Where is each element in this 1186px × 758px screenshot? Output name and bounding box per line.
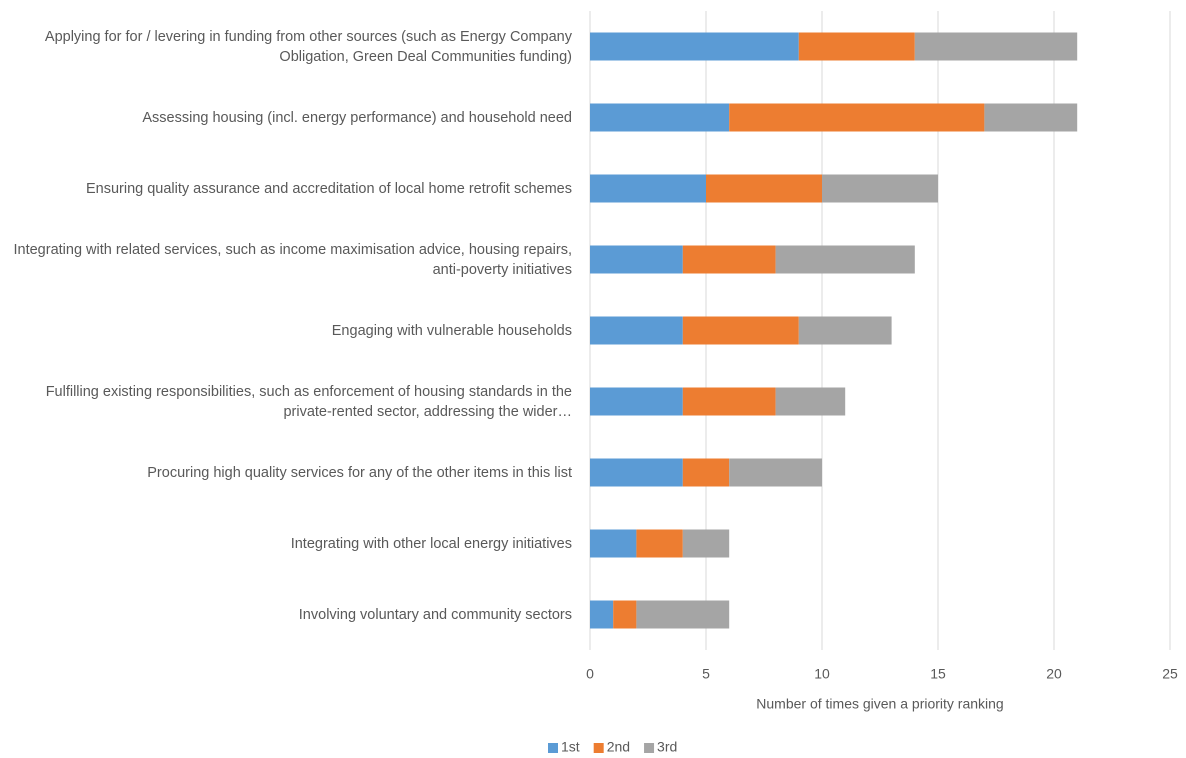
x-axis-title: Number of times given a priority ranking <box>756 696 1003 712</box>
bar-segment <box>729 103 985 132</box>
legend-label: 2nd <box>607 739 630 755</box>
legend-label: 1st <box>561 739 580 755</box>
y-tick-label: Ensuring quality assurance and accredita… <box>85 180 572 197</box>
bar-segment <box>590 529 637 558</box>
bar-segment <box>590 32 799 61</box>
bar-segment <box>636 529 683 558</box>
legend-swatch <box>548 743 558 753</box>
bar-segment <box>775 387 846 416</box>
y-tick-label: Procuring high quality services for any … <box>147 464 572 481</box>
bar-segment <box>682 316 799 345</box>
bar-segment <box>706 174 822 203</box>
bar-segment <box>590 458 683 487</box>
bar-segment <box>682 245 776 274</box>
y-tick-label: Integrating with related services, such … <box>13 241 572 278</box>
bar-segment <box>822 174 938 203</box>
bar-segment <box>682 458 730 487</box>
y-tick-label: Fulfilling existing responsibilities, su… <box>45 383 572 420</box>
legend-swatch <box>644 743 655 753</box>
legend-label: 3rd <box>657 739 677 755</box>
y-tick-label: Applying for for / levering in funding f… <box>44 28 572 65</box>
bar-segment <box>682 529 730 558</box>
y-tick-label: Engaging with vulnerable households <box>331 322 572 339</box>
x-tick-label: 15 <box>930 666 946 682</box>
y-tick-label: Integrating with other local energy init… <box>290 535 572 552</box>
bar-segment <box>775 245 915 274</box>
bar-segment <box>682 387 776 416</box>
x-tick-label: 10 <box>814 666 830 682</box>
x-tick-label: 0 <box>586 666 594 682</box>
legend-swatch <box>593 743 604 753</box>
bar-segment <box>590 245 683 274</box>
bar-segment <box>636 600 730 629</box>
bar-segment <box>798 316 892 345</box>
bar-segment <box>798 32 915 61</box>
bar-segment <box>590 103 730 132</box>
bar-segment <box>613 600 637 629</box>
y-tick-label: Assessing housing (incl. energy performa… <box>142 109 572 126</box>
bar-segment <box>729 458 822 487</box>
bar-segment <box>984 103 1078 132</box>
y-tick-label: Involving voluntary and community sector… <box>298 606 572 623</box>
x-tick-label: 20 <box>1046 666 1062 682</box>
bar-segment <box>590 387 683 416</box>
bar-segment <box>590 174 706 203</box>
bar-segment <box>914 32 1078 61</box>
bar-segment <box>590 600 614 629</box>
x-tick-label: 5 <box>702 666 710 682</box>
x-tick-label: 25 <box>1162 666 1178 682</box>
bar-segment <box>590 316 683 345</box>
